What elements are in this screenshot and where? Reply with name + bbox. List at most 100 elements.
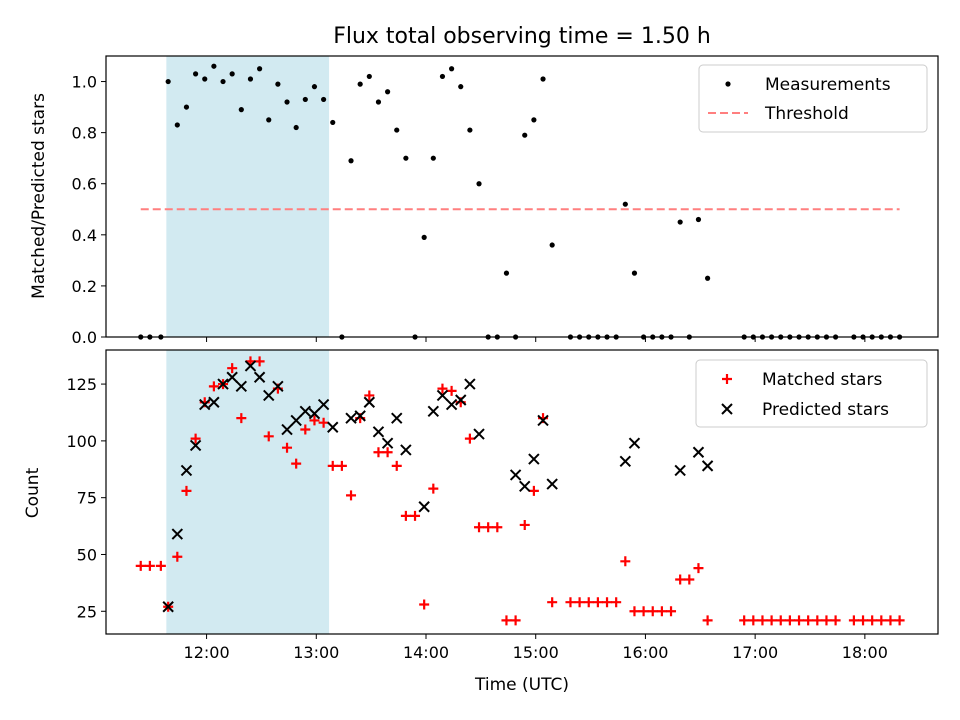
- measurement-point: [421, 234, 427, 240]
- matched-star-point: [894, 615, 905, 626]
- matched-star-point: [656, 606, 667, 617]
- predicted-star-point: [308, 407, 321, 420]
- predicted-star-point: [391, 412, 403, 424]
- matched-star-point: [794, 615, 805, 626]
- measurement-point: [238, 107, 244, 113]
- top-y-tick-label: 0.6: [72, 175, 97, 194]
- bottom-y-tick-label: 50: [77, 545, 97, 564]
- x-tick-label: 13:00: [293, 643, 339, 662]
- measurement-point: [503, 270, 510, 276]
- x-tick-label: 17:00: [732, 643, 778, 662]
- top-y-axis-label: Matched/Predicted stars: [29, 93, 49, 299]
- measurement-point: [403, 155, 409, 161]
- measurement-point: [183, 104, 190, 110]
- predicted-star-point: [171, 528, 184, 540]
- matched-star-point: [830, 615, 841, 626]
- predicted-star-point: [180, 464, 193, 477]
- predicted-star-point: [445, 398, 458, 411]
- bottom-marks: [135, 356, 905, 626]
- legend-marker-predicted-stars: [721, 403, 733, 415]
- measurement-point: [476, 181, 482, 187]
- matched-star-point: [519, 519, 530, 530]
- predicted-star-point: [317, 398, 330, 411]
- matched-star-point: [327, 460, 338, 471]
- matched-star-point: [282, 442, 293, 453]
- predicted-star-point: [217, 378, 229, 390]
- measurement-point: [302, 96, 308, 103]
- matched-star-point: [775, 615, 786, 626]
- predicted-star-point: [199, 398, 211, 411]
- measurement-point: [631, 270, 638, 276]
- matched-star-point: [336, 460, 347, 471]
- measurement-point: [540, 76, 546, 82]
- measurement-point: [467, 127, 473, 133]
- matched-star-point: [492, 522, 503, 533]
- matched-star-point: [483, 522, 494, 533]
- matched-star-point: [446, 385, 457, 396]
- matched-star-point: [528, 485, 539, 496]
- legend-label-measurements: Measurements: [765, 75, 891, 95]
- predicted-star-point: [162, 601, 174, 613]
- measurement-point: [531, 117, 537, 123]
- predicted-star-point: [235, 380, 248, 393]
- measurement-point: [458, 84, 464, 90]
- matched-star-point: [464, 433, 475, 444]
- measurement-point: [366, 73, 372, 80]
- measurement-point: [385, 89, 391, 95]
- matched-star-point: [583, 597, 594, 608]
- measurement-point: [202, 76, 208, 82]
- predicted-star-point: [244, 360, 257, 372]
- predicted-star-point: [299, 405, 312, 418]
- predicted-star-point: [381, 437, 394, 449]
- matched-star-point: [400, 510, 411, 521]
- x-tick-label: 16:00: [622, 643, 668, 662]
- matched-star-point: [300, 424, 311, 435]
- matched-star-point: [318, 417, 329, 428]
- predicted-star-point: [455, 394, 467, 406]
- matched-star-point: [757, 615, 768, 626]
- matched-star-point: [172, 551, 183, 562]
- measurement-point: [275, 81, 281, 87]
- matched-star-point: [858, 615, 869, 626]
- measurement-point: [257, 66, 263, 72]
- measurement-point: [330, 119, 336, 126]
- bottom-y-axis-label: Count: [23, 467, 43, 518]
- legend-label-matched-stars: Matched stars: [762, 370, 882, 390]
- bottom-legend-box: [695, 359, 928, 428]
- bottom-shaded-span: [166, 350, 330, 634]
- predicted-star-point: [290, 414, 302, 427]
- measurement-point: [165, 78, 171, 85]
- measurement-point: [549, 242, 555, 248]
- matched-star-point: [684, 574, 695, 585]
- matched-star-point: [263, 431, 274, 442]
- predicted-star-point: [253, 371, 266, 383]
- matched-star-point: [739, 615, 750, 626]
- predicted-star-point: [363, 396, 376, 408]
- measurement-point: [284, 99, 290, 105]
- top-shaded-span: [166, 56, 330, 337]
- matched-star-point: [309, 415, 320, 426]
- top-legend-box: [698, 64, 928, 133]
- matched-star-point: [565, 597, 576, 608]
- predicted-star-point: [372, 426, 385, 438]
- matched-star-point: [155, 560, 166, 571]
- bottom-ticks: 12:00 13:00 14:00 15:00 16:00 17:00 18:00 25 50 7…: [66, 375, 887, 662]
- predicted-star-point: [436, 389, 449, 402]
- matched-star-point: [602, 597, 613, 608]
- predicted-star-point: [473, 428, 485, 440]
- matched-star-point: [346, 490, 357, 501]
- predicted-star-point: [674, 464, 686, 477]
- matched-star-point: [702, 615, 713, 626]
- matched-star-point: [611, 597, 622, 608]
- measurement-point: [449, 66, 455, 72]
- matched-star-point: [784, 615, 795, 626]
- matched-star-point: [592, 597, 603, 608]
- measurement-point: [229, 71, 235, 77]
- matched-star-point: [382, 447, 393, 458]
- bottom-axes-frame: [105, 349, 939, 635]
- matched-star-point: [867, 615, 878, 626]
- top-y-tick-label: 0.8: [72, 124, 97, 143]
- x-tick-label: 18:00: [842, 643, 888, 662]
- matched-star-point: [437, 383, 448, 394]
